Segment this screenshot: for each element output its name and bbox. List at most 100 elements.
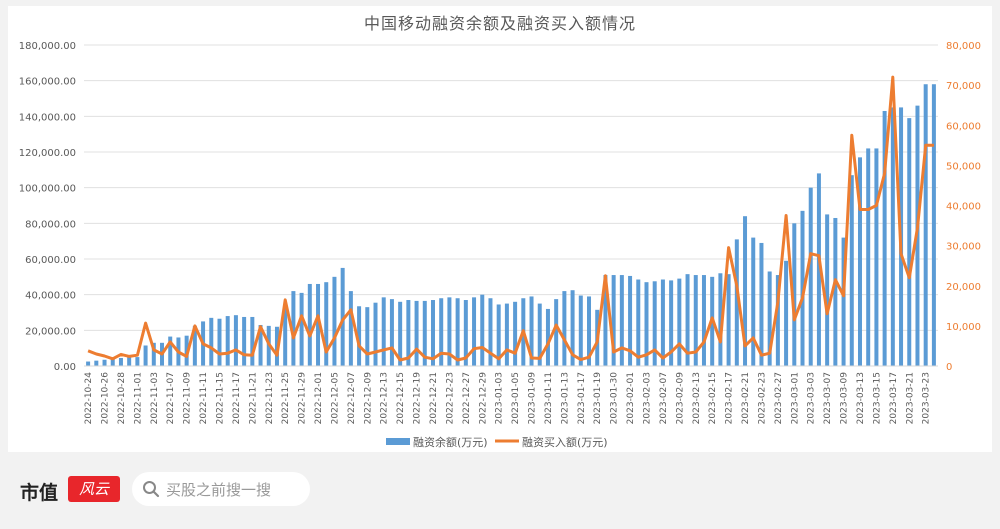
legend-bar-label: 融资余额(万元) bbox=[413, 435, 488, 449]
bar bbox=[849, 175, 854, 366]
bar bbox=[332, 276, 337, 366]
bar bbox=[734, 239, 739, 366]
x-axis-tick: 2023-02-09 bbox=[675, 372, 685, 425]
bar bbox=[110, 358, 115, 366]
bar bbox=[660, 279, 665, 366]
bar bbox=[537, 303, 542, 366]
bar bbox=[299, 292, 304, 366]
x-axis-tick: 2023-02-07 bbox=[659, 372, 669, 424]
x-axis-tick: 2022-12-07 bbox=[347, 372, 357, 424]
x-axis-tick: 2022-11-01 bbox=[133, 372, 143, 424]
chart-title: 中国移动融资余额及融资买入额情况 bbox=[363, 14, 636, 33]
x-axis-tick: 2022-11-07 bbox=[166, 372, 176, 424]
brand-name: 市值 bbox=[20, 482, 59, 504]
bar bbox=[792, 223, 797, 366]
bar bbox=[923, 84, 928, 366]
left-axis-tick: 100,000.00 bbox=[19, 184, 76, 195]
bar bbox=[808, 187, 813, 366]
x-axis-tick: 2022-12-21 bbox=[429, 372, 439, 424]
bar bbox=[554, 299, 559, 366]
left-axis-tick: 20,000.00 bbox=[25, 326, 76, 337]
x-axis-tick: 2023-01-13 bbox=[560, 372, 570, 424]
bar bbox=[931, 84, 936, 366]
x-axis-tick: 2022-12-29 bbox=[478, 372, 488, 425]
x-axis-tick: 2022-11-09 bbox=[183, 372, 193, 425]
x-axis-tick: 2023-01-30 bbox=[610, 372, 620, 425]
x-axis-tick: 2023-01-19 bbox=[593, 372, 603, 425]
x-axis-tick: 2022-11-25 bbox=[281, 372, 291, 424]
bar bbox=[340, 267, 345, 366]
x-axis-tick: 2023-03-17 bbox=[889, 372, 899, 424]
bar bbox=[365, 307, 370, 366]
x-axis-tick: 2022-10-28 bbox=[117, 372, 127, 425]
right-axis-tick: 30,000 bbox=[946, 242, 981, 253]
right-axis-tick: 10,000 bbox=[946, 322, 981, 333]
bar bbox=[611, 275, 616, 366]
bar bbox=[545, 308, 550, 366]
bar bbox=[381, 297, 386, 366]
bar bbox=[324, 282, 329, 366]
x-axis-tick: 2023-03-15 bbox=[872, 372, 882, 424]
bar bbox=[496, 304, 501, 366]
legend-line-label: 融资买入额(万元) bbox=[522, 436, 608, 449]
left-axis-tick: 80,000.00 bbox=[25, 219, 76, 230]
x-axis-tick: 2022-10-24 bbox=[84, 372, 94, 425]
bar bbox=[258, 324, 263, 366]
x-axis-tick: 2022-12-27 bbox=[462, 372, 472, 424]
bar bbox=[307, 283, 312, 366]
bar bbox=[841, 237, 846, 366]
bar bbox=[225, 316, 230, 366]
x-axis-tick: 2022-12-09 bbox=[363, 372, 373, 425]
right-axis-tick: 60,000 bbox=[946, 121, 981, 132]
left-axis-tick: 180,000.00 bbox=[19, 41, 76, 52]
bar bbox=[151, 342, 156, 366]
search-icon bbox=[143, 481, 160, 498]
bar bbox=[833, 217, 838, 366]
bar bbox=[283, 307, 288, 366]
left-axis-tick: 40,000.00 bbox=[25, 291, 76, 302]
bar bbox=[168, 336, 173, 366]
x-axis-tick: 2023-03-13 bbox=[856, 372, 866, 424]
bar bbox=[86, 361, 91, 366]
x-axis-tick: 2023-02-13 bbox=[692, 372, 702, 424]
bar bbox=[751, 237, 756, 366]
x-axis-tick: 2023-03-21 bbox=[905, 372, 915, 424]
bar bbox=[743, 216, 748, 366]
bar bbox=[389, 299, 394, 366]
bar bbox=[242, 316, 247, 366]
right-axis-tick: 70,000 bbox=[946, 81, 981, 92]
x-axis-tick: 2023-02-27 bbox=[774, 372, 784, 424]
x-axis-tick: 2023-02-01 bbox=[626, 372, 636, 424]
bar bbox=[578, 295, 583, 366]
bar bbox=[102, 359, 107, 366]
bar bbox=[398, 301, 403, 366]
bar bbox=[890, 107, 895, 367]
x-axis-tick: 2022-11-11 bbox=[199, 372, 209, 424]
x-axis-tick: 2022-12-15 bbox=[396, 372, 406, 424]
x-axis-tick: 2022-11-17 bbox=[232, 372, 242, 424]
search-box[interactable]: 买股之前搜一搜 bbox=[132, 472, 310, 506]
x-axis-tick: 2022-11-29 bbox=[298, 372, 308, 425]
left-axis-tick: 160,000.00 bbox=[19, 77, 76, 88]
bar bbox=[652, 281, 657, 366]
bar bbox=[233, 315, 238, 366]
bar bbox=[373, 302, 378, 366]
bar bbox=[636, 279, 641, 366]
x-axis-tick: 2022-12-13 bbox=[380, 372, 390, 424]
line-series-financing-purchase bbox=[87, 75, 934, 362]
left-axis-tick: 140,000.00 bbox=[19, 112, 76, 123]
right-axis-tick: 0 bbox=[946, 362, 952, 373]
bar bbox=[316, 283, 321, 366]
right-axis-tick: 40,000 bbox=[946, 202, 981, 213]
x-axis-tick: 2023-01-09 bbox=[528, 372, 538, 425]
x-axis-tick: 2023-03-03 bbox=[807, 372, 817, 424]
bar bbox=[685, 274, 690, 366]
x-axis-tick: 2022-10-26 bbox=[101, 372, 111, 425]
bar bbox=[414, 300, 419, 366]
left-axis-tick: 60,000.00 bbox=[25, 255, 76, 266]
bar bbox=[628, 275, 633, 366]
x-axis-tick: 2023-03-09 bbox=[840, 372, 850, 425]
bar bbox=[250, 316, 255, 366]
bar bbox=[357, 306, 362, 366]
brand-logo: 风云 bbox=[68, 476, 120, 502]
